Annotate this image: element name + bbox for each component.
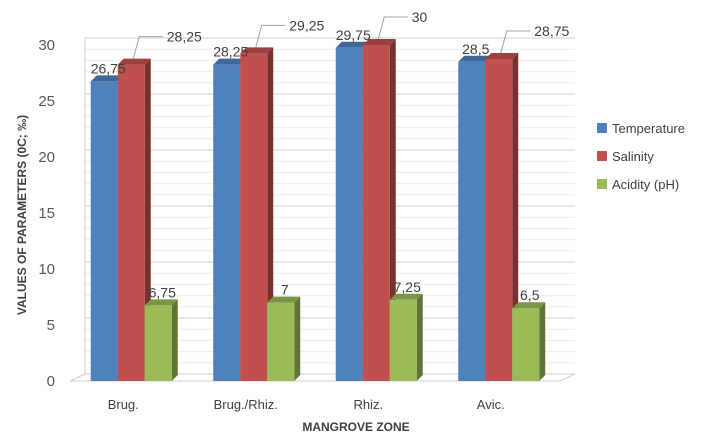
data-label: 28,25 xyxy=(167,29,202,45)
y-tick-label: 30 xyxy=(38,37,55,54)
bar-front-face xyxy=(117,64,145,381)
legend-item: Acidity (pH) xyxy=(597,177,679,192)
x-axis-categories: Brug. Brug./Rhiz. Rhiz. Avic. xyxy=(108,397,505,412)
y-tick-label: 20 xyxy=(38,149,55,166)
x-tick-label: Rhiz. xyxy=(353,397,383,412)
data-label: 6,5 xyxy=(520,287,540,303)
bar-front-face xyxy=(240,53,268,382)
bar-acidity-ph xyxy=(512,302,546,381)
bar-front-face xyxy=(335,47,363,382)
data-label: 30 xyxy=(412,9,428,25)
bar-top-face xyxy=(458,55,492,62)
data-label: 6,75 xyxy=(149,284,176,300)
leader-line xyxy=(132,36,163,59)
bar-top-face xyxy=(512,302,546,309)
y-tick-label: 15 xyxy=(38,205,55,222)
bar-top-face xyxy=(240,47,274,54)
bar-front-face xyxy=(267,302,295,381)
bar-side-face xyxy=(539,302,546,381)
bar-salinity xyxy=(362,39,396,381)
bar-top-face xyxy=(362,39,396,45)
bar-top-face xyxy=(485,53,519,59)
legend-swatch xyxy=(597,123,607,133)
y-tick-label: 0 xyxy=(47,373,55,390)
bar-top-face xyxy=(90,75,124,82)
x-tick-label: Brug. xyxy=(108,397,139,412)
bar-top-face xyxy=(267,296,301,303)
data-label: 28,75 xyxy=(534,23,569,39)
legend: Temperature Salinity Acidity (pH) xyxy=(597,121,685,192)
data-label: 7 xyxy=(281,282,289,298)
bar-top-face xyxy=(117,58,151,65)
leader-line xyxy=(255,24,286,48)
side-wall-edge xyxy=(69,38,86,382)
data-label: 29,75 xyxy=(336,27,371,43)
bar-front-face xyxy=(144,305,172,381)
bar-front-face xyxy=(389,299,417,381)
legend-label: Salinity xyxy=(612,149,654,164)
data-label: 7,25 xyxy=(394,279,421,295)
bar-salinity xyxy=(485,53,519,381)
y-tick-label: 10 xyxy=(38,261,55,278)
bar-front-face xyxy=(512,308,540,381)
y-tick-label: 25 xyxy=(38,93,55,110)
x-axis-title: MANGROVE ZONE xyxy=(302,420,409,434)
y-tick-label: 5 xyxy=(47,317,55,334)
leader-line xyxy=(377,16,408,40)
bar-side-face xyxy=(267,47,274,382)
bar-top-face xyxy=(389,293,423,300)
bar-side-face xyxy=(171,299,178,381)
x-tick-label: Brug./Rhiz. xyxy=(214,397,278,412)
bars xyxy=(90,39,546,382)
y-axis-title: VALUES OF PARAMETERS (0C; ‰) xyxy=(15,115,29,315)
bar-acidity-ph xyxy=(389,293,423,381)
legend-label: Acidity (pH) xyxy=(612,177,679,192)
bar-acidity-ph xyxy=(144,299,178,381)
leader-line xyxy=(500,30,531,54)
bar-side-face xyxy=(512,53,519,381)
bar-front-face xyxy=(213,64,241,381)
y-axis: 0 5 10 15 20 25 30 xyxy=(38,37,55,390)
bar-top-face xyxy=(213,58,247,65)
bar-top-face xyxy=(335,41,369,48)
bar-top-face xyxy=(144,299,178,306)
legend-swatch xyxy=(597,151,607,161)
x-tick-label: Avic. xyxy=(477,397,505,412)
legend-swatch xyxy=(597,179,607,189)
bar-front-face xyxy=(458,61,486,382)
legend-item: Temperature xyxy=(597,121,685,136)
bar-salinity xyxy=(117,58,151,381)
data-label: 28,25 xyxy=(213,44,248,60)
data-label: 26,75 xyxy=(91,60,126,76)
bar-front-face xyxy=(362,45,390,381)
bar-side-face xyxy=(144,58,151,381)
data-labels: 26,75 28,25 6,75 28,25 29,25 7 29,75 30 7,25 28,5… xyxy=(91,9,570,303)
data-label: 29,25 xyxy=(289,17,324,33)
bar-front-face xyxy=(485,59,513,381)
bar-salinity xyxy=(240,47,274,382)
bar-acidity-ph xyxy=(267,296,301,381)
legend-label: Temperature xyxy=(612,121,685,136)
legend-item: Salinity xyxy=(597,149,654,164)
data-label: 28,5 xyxy=(462,41,489,57)
bar-front-face xyxy=(90,81,118,382)
bar-side-face xyxy=(416,293,423,381)
bar-side-face xyxy=(294,296,301,381)
